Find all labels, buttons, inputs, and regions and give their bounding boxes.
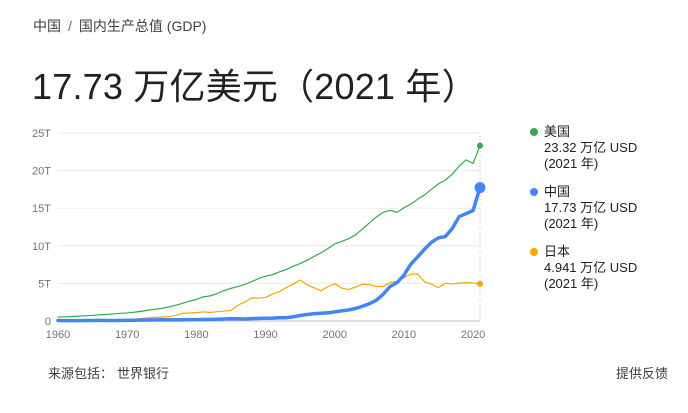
legend-item-china[interactable]: 中国 17.73 万亿 USD (2021 年) bbox=[530, 184, 680, 232]
legend-name-japan: 日本 bbox=[544, 244, 571, 259]
legend-value-china: 17.73 万亿 USD bbox=[544, 200, 638, 215]
legend-dot-japan bbox=[530, 248, 538, 256]
source-attribution: 来源包括： 世界银行 bbox=[48, 363, 169, 382]
breadcrumb-separator: / bbox=[68, 18, 72, 34]
series-line-中国 bbox=[56, 185, 482, 323]
legend-name-china: 中国 bbox=[544, 184, 571, 199]
y-tick-label: 20T bbox=[32, 166, 51, 178]
series-endpoint-美国 bbox=[477, 142, 483, 149]
y-tick-label: 25T bbox=[32, 128, 51, 140]
x-tick-label: 1960 bbox=[46, 329, 70, 341]
legend-dot-china bbox=[530, 188, 538, 196]
legend-item-usa[interactable]: 美国 23.32 万亿 USD (2021 年) bbox=[530, 124, 680, 172]
feedback-link[interactable]: 提供反馈 bbox=[615, 366, 668, 381]
breadcrumb-indicator-link[interactable]: 国内生产总值 (GDP) bbox=[78, 18, 207, 34]
x-tick-label: 2010 bbox=[392, 329, 416, 341]
series-line-美国 bbox=[57, 145, 481, 318]
gdp-line-chart[interactable]: 0 5T 10T 15T 20T 25T 1960 1970 1980 1990 2000 2010 2… bbox=[0, 118, 520, 348]
x-tick-label: 1980 bbox=[184, 329, 208, 341]
y-tick-label: 10T bbox=[32, 241, 51, 253]
legend-name-usa: 美国 bbox=[544, 124, 571, 139]
headline-value: 17.73 万亿美元（2021 年） bbox=[32, 66, 478, 107]
y-tick-label: 0 bbox=[45, 316, 51, 328]
series-endpoint-中国 bbox=[474, 182, 486, 194]
x-tick-label: 2000 bbox=[322, 329, 346, 341]
source-label: 来源包括： bbox=[48, 366, 114, 381]
legend-value-japan: 4.941 万亿 USD bbox=[544, 260, 638, 275]
breadcrumb-country-link[interactable]: 中国 bbox=[33, 18, 61, 34]
x-tick-label: 1990 bbox=[253, 329, 277, 341]
legend-value-usa: 23.32 万亿 USD bbox=[544, 140, 638, 155]
legend-item-japan[interactable]: 日本 4.941 万亿 USD (2021 年) bbox=[530, 244, 680, 292]
source-link-world-bank[interactable]: 世界银行 bbox=[117, 366, 170, 381]
y-tick-label: 5T bbox=[38, 278, 51, 290]
x-tick-label: 2020 bbox=[461, 329, 485, 341]
legend-year-usa: (2021 年) bbox=[544, 156, 599, 171]
legend-year-china: (2021 年) bbox=[544, 216, 599, 231]
chart-legend: 美国 23.32 万亿 USD (2021 年) 中国 17.73 万亿 USD… bbox=[530, 124, 680, 304]
series-endpoint-日本 bbox=[477, 280, 483, 287]
legend-year-japan: (2021 年) bbox=[544, 276, 599, 291]
x-tick-label: 1970 bbox=[115, 329, 139, 341]
legend-dot-usa bbox=[530, 128, 538, 136]
breadcrumb: 中国 / 国内生产总值 (GDP) bbox=[33, 16, 206, 36]
y-tick-label: 15T bbox=[32, 203, 51, 215]
